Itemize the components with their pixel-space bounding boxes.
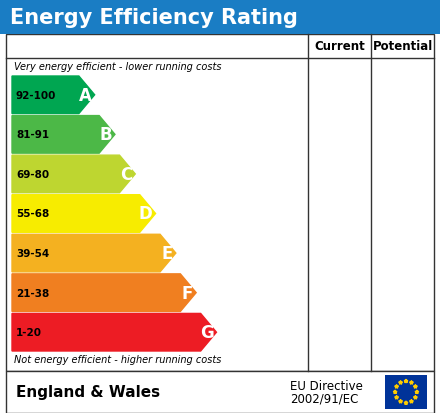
Text: Energy Efficiency Rating: Energy Efficiency Rating bbox=[10, 7, 298, 27]
Polygon shape bbox=[12, 156, 135, 193]
Text: B: B bbox=[99, 126, 112, 144]
Polygon shape bbox=[12, 274, 196, 312]
Bar bbox=[6, 35, 434, 371]
Text: 39-54: 39-54 bbox=[16, 249, 49, 259]
Polygon shape bbox=[12, 313, 216, 351]
Text: Potential: Potential bbox=[372, 40, 433, 53]
Polygon shape bbox=[414, 385, 417, 388]
Polygon shape bbox=[410, 381, 413, 384]
Text: Not energy efficient - higher running costs: Not energy efficient - higher running co… bbox=[14, 355, 221, 365]
Text: 2002/91/EC: 2002/91/EC bbox=[290, 392, 358, 404]
Bar bbox=[385, 375, 427, 409]
Polygon shape bbox=[393, 390, 397, 394]
Text: A: A bbox=[79, 87, 92, 104]
Text: England & Wales: England & Wales bbox=[16, 385, 160, 399]
Text: EU Directive: EU Directive bbox=[290, 380, 363, 392]
Text: Current: Current bbox=[314, 40, 365, 53]
Text: 81-91: 81-91 bbox=[16, 130, 49, 140]
Polygon shape bbox=[415, 390, 419, 394]
Text: C: C bbox=[120, 166, 132, 183]
Polygon shape bbox=[12, 195, 156, 233]
Polygon shape bbox=[414, 396, 417, 399]
Text: E: E bbox=[161, 244, 173, 262]
Bar bbox=[0, 0, 440, 35]
Polygon shape bbox=[399, 381, 403, 384]
Text: 92-100: 92-100 bbox=[16, 90, 56, 100]
Polygon shape bbox=[410, 399, 413, 403]
Bar bbox=[6, 371, 434, 413]
Polygon shape bbox=[404, 379, 408, 383]
Polygon shape bbox=[12, 235, 176, 272]
Polygon shape bbox=[12, 77, 95, 114]
Text: 55-68: 55-68 bbox=[16, 209, 49, 219]
Text: 21-38: 21-38 bbox=[16, 288, 49, 298]
Polygon shape bbox=[12, 116, 115, 154]
Text: 69-80: 69-80 bbox=[16, 169, 49, 180]
Polygon shape bbox=[404, 401, 408, 404]
Text: G: G bbox=[200, 323, 213, 342]
Text: D: D bbox=[139, 205, 153, 223]
Text: F: F bbox=[182, 284, 193, 302]
Polygon shape bbox=[395, 396, 399, 399]
Text: Very energy efficient - lower running costs: Very energy efficient - lower running co… bbox=[14, 62, 221, 72]
Text: 1-20: 1-20 bbox=[16, 328, 42, 337]
Polygon shape bbox=[399, 399, 403, 403]
Polygon shape bbox=[395, 385, 399, 388]
